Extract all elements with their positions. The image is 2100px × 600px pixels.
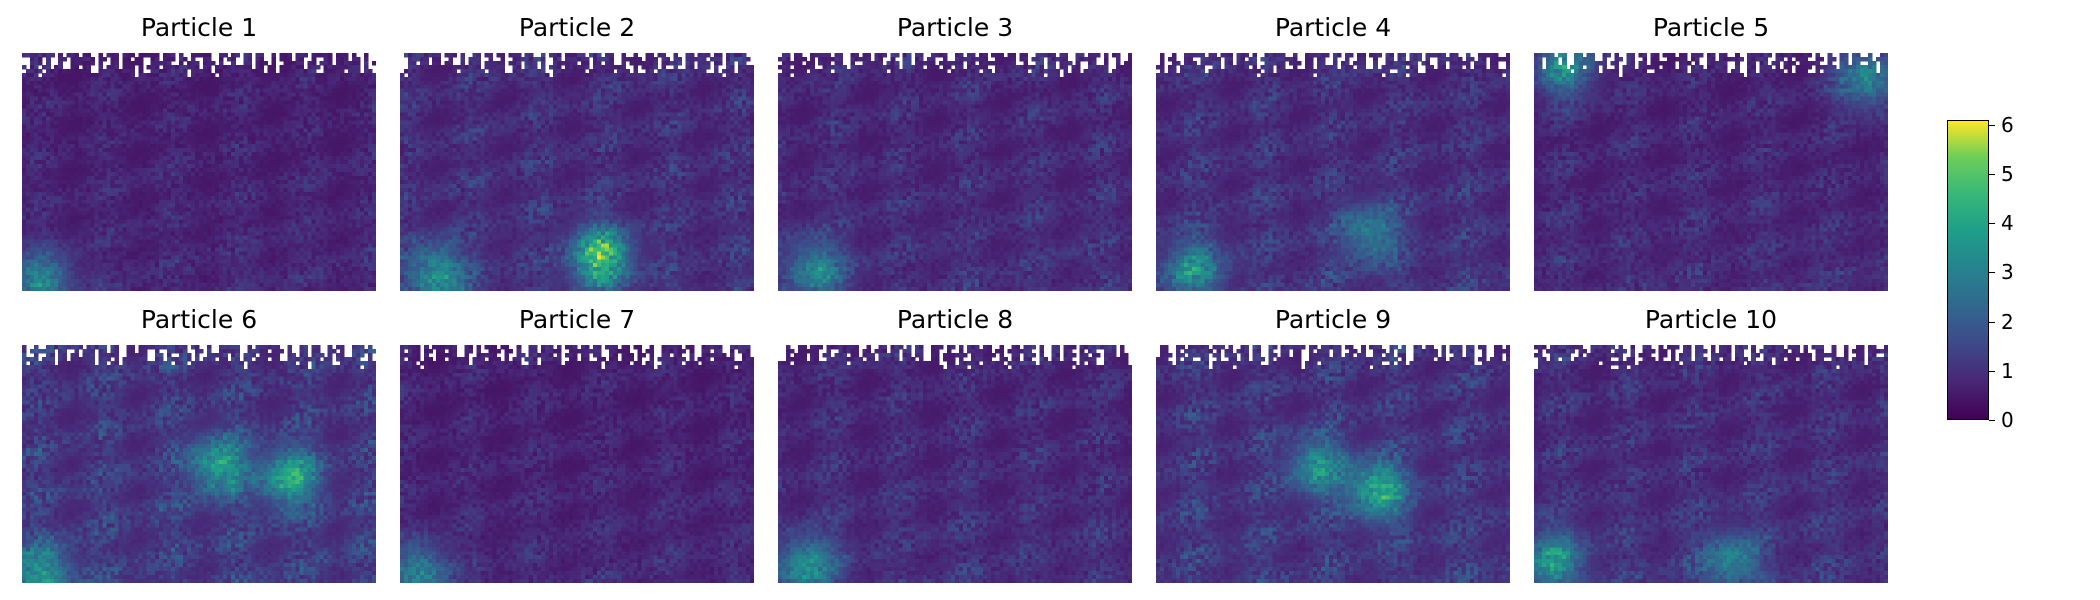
heatmap-panel: Particle 6 [22, 305, 376, 583]
colorbar-tick [1989, 370, 1995, 372]
panel-title: Particle 3 [778, 13, 1132, 43]
colorbar-tick-label: 1 [2001, 361, 2014, 381]
colorbar-tick-label: 0 [2001, 410, 2014, 430]
colorbar-tick [1989, 124, 1995, 126]
panel-title: Particle 2 [400, 13, 754, 43]
panel-title: Particle 10 [1534, 305, 1888, 335]
heatmap-image [1534, 345, 1888, 583]
panel-title: Particle 8 [778, 305, 1132, 335]
heatmap-panel: Particle 10 [1534, 305, 1888, 583]
heatmap-panel: Particle 8 [778, 305, 1132, 583]
heatmap-image [1156, 53, 1510, 291]
heatmap-image [778, 53, 1132, 291]
panel-title: Particle 6 [22, 305, 376, 335]
heatmap-panel: Particle 7 [400, 305, 754, 583]
colorbar-tick-label: 5 [2001, 164, 2014, 184]
colorbar [1947, 120, 1989, 420]
colorbar-tick-label: 3 [2001, 262, 2014, 282]
panel-title: Particle 5 [1534, 13, 1888, 43]
colorbar-gradient [1948, 121, 1988, 419]
colorbar-tick [1989, 321, 1995, 323]
panel-title: Particle 1 [22, 13, 376, 43]
colorbar-tick-label: 2 [2001, 312, 2014, 332]
heatmap-image [1534, 53, 1888, 291]
heatmap-image [778, 345, 1132, 583]
colorbar-tick [1989, 174, 1995, 176]
colorbar-tick-label: 4 [2001, 213, 2014, 233]
panel-title: Particle 4 [1156, 13, 1510, 43]
heatmap-image [400, 345, 754, 583]
heatmap-panel: Particle 3 [778, 13, 1132, 291]
heatmap-image [22, 53, 376, 291]
heatmap-image [400, 53, 754, 291]
panel-title: Particle 7 [400, 305, 754, 335]
heatmap-panel: Particle 5 [1534, 13, 1888, 291]
heatmap-panel: Particle 1 [22, 13, 376, 291]
heatmap-image [22, 345, 376, 583]
colorbar-tick [1989, 420, 1995, 421]
colorbar-tick [1989, 272, 1995, 274]
heatmap-image [1156, 345, 1510, 583]
colorbar-tick-label: 6 [2001, 115, 2014, 135]
heatmap-panel: Particle 9 [1156, 305, 1510, 583]
panel-title: Particle 9 [1156, 305, 1510, 335]
heatmap-panel: Particle 4 [1156, 13, 1510, 291]
heatmap-panel: Particle 2 [400, 13, 754, 291]
colorbar-tick [1989, 223, 1995, 225]
